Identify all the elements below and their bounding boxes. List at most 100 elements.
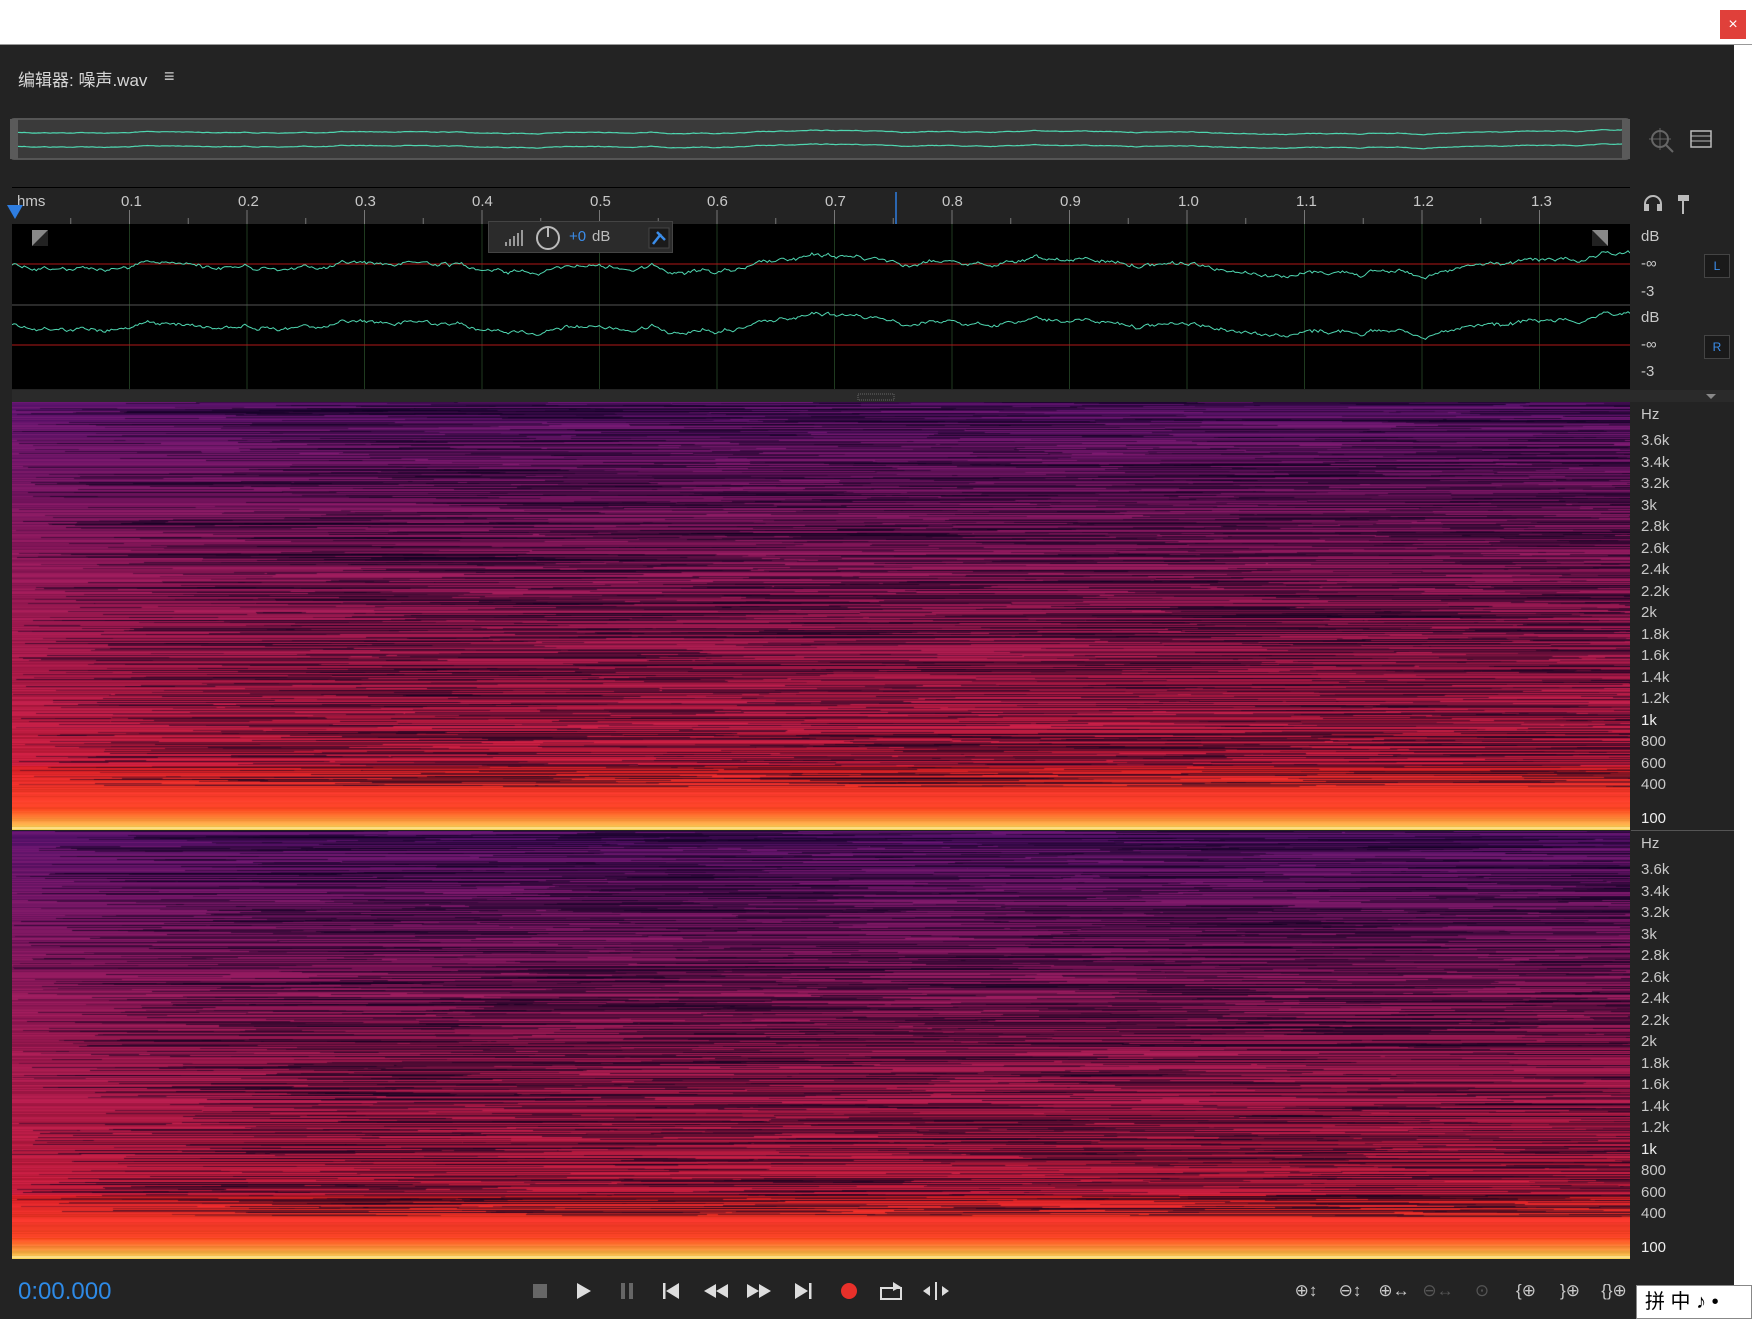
ruler-tick: 0.9: [1060, 193, 1081, 210]
frequency-label: 1.2k: [1641, 1119, 1670, 1136]
frequency-label: 1.6k: [1641, 647, 1670, 664]
ruler-tick: 1.0: [1178, 193, 1199, 210]
zoom-out-full-icon[interactable]: ⊙: [1474, 1281, 1490, 1300]
zoom-out-amplitude-icon[interactable]: ⊖↕: [1338, 1281, 1362, 1300]
channel-right-toggle[interactable]: R: [1704, 335, 1730, 359]
loop-playback-button[interactable]: [876, 1277, 906, 1305]
ruler-tick: 0.8: [942, 193, 963, 210]
zoom-in-time-icon[interactable]: ⊕↔: [1378, 1281, 1410, 1300]
editor-title: 编辑器: 噪声.wav: [18, 71, 148, 90]
ruler-tick: 1.3: [1531, 193, 1552, 210]
amplitude-scale: dB -∞ -3 dB -∞ -3 L R: [1631, 224, 1734, 389]
zoom-navigator-icon[interactable]: [1647, 126, 1677, 156]
frequency-label: 3.6k: [1641, 861, 1670, 878]
channel-left-toggle[interactable]: L: [1704, 254, 1730, 278]
zoom-in-point-icon[interactable]: {⊕: [1516, 1281, 1536, 1300]
ruler-tick: 0.4: [472, 193, 493, 210]
ruler-tick: 0.5: [590, 193, 611, 210]
frequency-label: 1k: [1641, 1140, 1657, 1158]
pause-button[interactable]: [612, 1277, 642, 1305]
spectrogram-left-channel[interactable]: [12, 402, 1630, 830]
view-divider-handle[interactable]: [12, 390, 1734, 402]
frequency-label: Hz: [1641, 835, 1660, 852]
time-ruler[interactable]: hms 0.1 0.2 0.3 0.4 0.5 0.6 0.7 0.8 0.9 …: [12, 187, 1630, 224]
frequency-label: 100: [1641, 810, 1667, 827]
frequency-label: 3.2k: [1641, 904, 1670, 921]
frequency-label: 2.2k: [1641, 1011, 1670, 1029]
scale-label: -3: [1641, 363, 1655, 380]
fast-forward-button[interactable]: [744, 1277, 774, 1305]
ruler-tick: 0.2: [238, 193, 259, 210]
frequency-label: 2.8k: [1641, 518, 1670, 535]
overview-navigator[interactable]: [10, 118, 1630, 160]
frequency-label: 600: [1641, 1183, 1667, 1201]
frequency-label: 1.8k: [1641, 625, 1670, 643]
scale-label: dB: [1641, 309, 1660, 326]
frequency-label: 2.4k: [1641, 990, 1670, 1007]
headphones-icon[interactable]: [1642, 193, 1664, 218]
frequency-label: 800: [1641, 1162, 1667, 1179]
zoom-out-time-icon[interactable]: ⊖↔: [1422, 1281, 1454, 1300]
ruler-unit: hms: [17, 193, 46, 210]
fade-in-handle[interactable]: [32, 230, 48, 246]
frequency-label: 2.6k: [1641, 539, 1670, 557]
play-button[interactable]: [568, 1277, 598, 1305]
frequency-label: 1.6k: [1641, 1076, 1670, 1093]
frequency-label: 3.4k: [1641, 453, 1670, 471]
window-titlebar: [0, 0, 1752, 45]
time-display[interactable]: 0:00.000: [18, 1278, 112, 1305]
frequency-label: 3k: [1641, 496, 1657, 514]
channel-separator: [1631, 830, 1734, 831]
frequency-label: Hz: [1641, 406, 1660, 423]
frequency-label: 2.4k: [1641, 561, 1670, 578]
frequency-label: 800: [1641, 733, 1667, 750]
fade-out-handle[interactable]: [1592, 230, 1608, 246]
frequency-label: 400: [1641, 1205, 1667, 1222]
ime-status-bar[interactable]: 拼 中 ♪ •: [1636, 1285, 1752, 1319]
gain-unit: dB: [592, 228, 611, 245]
ruler-tick: 0.7: [825, 193, 846, 210]
playhead-marker[interactable]: [7, 205, 23, 219]
frequency-label: 2.8k: [1641, 947, 1670, 964]
frequency-label: 1.4k: [1641, 668, 1670, 686]
record-button[interactable]: [834, 1277, 864, 1305]
overview-right-handle[interactable]: [1622, 119, 1630, 159]
gain-hud[interactable]: [488, 221, 673, 253]
scale-label: -∞: [1641, 255, 1657, 272]
frequency-label: 2k: [1641, 604, 1657, 621]
skip-selection-button[interactable]: [921, 1277, 951, 1305]
zoom-in-amplitude-icon[interactable]: ⊕↕: [1294, 1281, 1318, 1300]
zoom-selection-icon[interactable]: {}⊕: [1601, 1281, 1627, 1300]
ruler-tick: 1.1: [1296, 193, 1317, 210]
ruler-tick: 0.3: [355, 193, 376, 210]
frequency-label: 600: [1641, 754, 1667, 772]
scale-label: -∞: [1641, 336, 1657, 353]
panel-menu-icon[interactable]: ≡: [164, 66, 175, 86]
frequency-label: 1.2k: [1641, 690, 1670, 707]
scale-label: dB: [1641, 228, 1660, 245]
frequency-label: 3.4k: [1641, 882, 1670, 900]
overview-left-handle[interactable]: [10, 119, 18, 159]
right-edge-strip: [1734, 45, 1752, 1319]
frequency-label: 3.2k: [1641, 475, 1670, 492]
rewind-button[interactable]: [701, 1277, 731, 1305]
move-to-end-button[interactable]: [789, 1277, 819, 1305]
waveform-display[interactable]: [12, 224, 1630, 389]
gain-knob-icon: [536, 226, 560, 250]
frequency-label: 2.2k: [1641, 582, 1670, 600]
frequency-label: 3k: [1641, 925, 1657, 943]
ruler-tick: 1.2: [1413, 193, 1434, 210]
frequency-label: 1.4k: [1641, 1097, 1670, 1115]
zoom-out-point-icon[interactable]: }⊕: [1560, 1281, 1580, 1300]
frequency-label: 1.8k: [1641, 1054, 1670, 1072]
layout-toggle-icon[interactable]: [1690, 130, 1712, 148]
stop-button[interactable]: [525, 1277, 555, 1305]
scale-label: -3: [1641, 283, 1655, 300]
ruler-tick: 0.1: [121, 193, 142, 210]
frequency-label: 1k: [1641, 711, 1657, 729]
gain-value[interactable]: +0: [569, 228, 587, 245]
marker-pin-icon[interactable]: [1676, 193, 1692, 220]
spectrogram-right-channel[interactable]: [12, 831, 1630, 1259]
move-to-start-button[interactable]: [656, 1277, 686, 1305]
close-button[interactable]: ×: [1720, 10, 1746, 39]
